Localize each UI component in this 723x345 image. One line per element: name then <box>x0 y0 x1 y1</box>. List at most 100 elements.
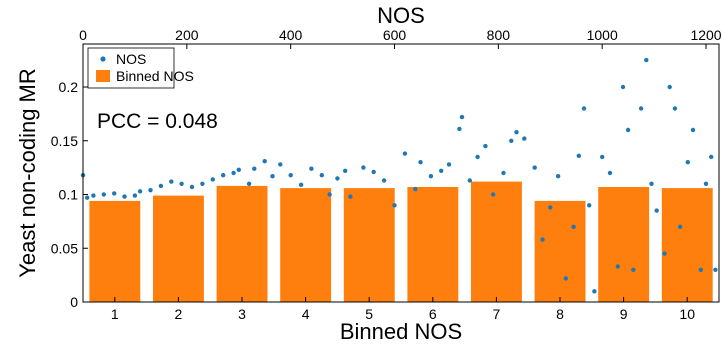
scatter-point <box>649 181 654 186</box>
scatter-point <box>709 154 714 160</box>
scatter-point <box>335 176 340 181</box>
y-tick-label: 0.2 <box>59 79 79 95</box>
bar-7 <box>471 181 522 302</box>
bottom-x-tick-label: 8 <box>556 306 564 322</box>
scatter-point <box>381 178 387 183</box>
scatter-point <box>236 167 241 172</box>
scatter-point <box>600 154 605 160</box>
scatter-point <box>459 114 465 120</box>
plot-frame <box>82 43 720 303</box>
scatter-point <box>576 153 581 158</box>
scatter-point <box>483 143 488 149</box>
scatter-point <box>667 84 672 90</box>
scatter-point <box>418 160 423 165</box>
scatter-point <box>343 168 348 173</box>
y-axis-title: Yeast non-coding MR <box>15 68 40 278</box>
scatter-point <box>607 170 613 176</box>
scatter-point <box>148 188 153 193</box>
top-x-tick-label: 400 <box>279 27 303 43</box>
scatter-point <box>457 126 462 132</box>
bottom-x-tick-label: 10 <box>679 306 695 322</box>
scatter-point <box>672 106 678 111</box>
scatter-point <box>522 136 527 141</box>
bar-10 <box>661 188 713 302</box>
scatter-point <box>548 205 553 210</box>
scatter-point <box>122 194 127 199</box>
scatter-point <box>132 193 138 198</box>
scatter-point <box>413 186 418 192</box>
scatter-point <box>555 174 561 179</box>
bar-3 <box>216 185 268 302</box>
scatter-point <box>620 84 626 90</box>
bottom-x-tick-label: 7 <box>493 306 501 322</box>
scatter-point <box>446 162 452 167</box>
scatter-point <box>288 173 293 178</box>
scatter-point <box>475 154 480 160</box>
scatter-point <box>638 106 644 111</box>
scatter-point <box>189 184 195 190</box>
bottom-x-axis-title: Binned NOS <box>340 319 462 344</box>
legend-nos-marker <box>100 56 106 62</box>
scatter-point <box>371 169 376 175</box>
bottom-x-tick-label: 9 <box>620 306 628 322</box>
scatter-point <box>491 192 496 197</box>
scatter-point <box>509 138 514 143</box>
y-tick-label: 0.1 <box>59 187 79 203</box>
scatter-point <box>439 168 444 173</box>
bottom-x-tick-label: 5 <box>365 306 373 322</box>
pcc-annotation: PCC = 0.048 <box>97 110 218 133</box>
scatter-point <box>563 276 568 281</box>
scatter-layer <box>80 57 718 294</box>
top-x-tick-label: 1000 <box>587 27 618 43</box>
scatter-point <box>644 57 649 63</box>
bar-5 <box>343 188 395 302</box>
top-x-tick-label: 600 <box>383 27 407 43</box>
top-x-axis: 0 200 400 600 800 1000 1200 <box>79 27 722 49</box>
scatter-point <box>169 179 174 184</box>
scatter-point <box>703 181 709 186</box>
scatter-point <box>309 166 314 171</box>
bottom-x-tick-label: 4 <box>302 306 310 322</box>
bar-9 <box>598 187 650 302</box>
scatter-point <box>91 193 96 198</box>
scatter-point <box>137 189 143 194</box>
y-tick-label: 0 <box>70 294 78 310</box>
scatter-point <box>532 165 537 170</box>
scatter-point <box>713 267 718 272</box>
scatter-point <box>615 264 620 269</box>
scatter-point <box>467 178 472 183</box>
scatter-point <box>631 267 636 272</box>
scatter-point <box>179 181 184 186</box>
bar-2 <box>153 195 204 302</box>
legend-binned-marker <box>96 70 110 82</box>
bar-4 <box>280 188 332 302</box>
scatter-point <box>654 208 659 213</box>
scatter-point <box>361 165 366 170</box>
scatter-point <box>625 127 631 133</box>
scatter-point <box>200 181 205 186</box>
scatter-point <box>246 181 252 186</box>
scatter-point <box>592 289 597 294</box>
bar-6 <box>407 187 459 302</box>
scatter-point <box>587 203 592 208</box>
scatter-point <box>319 173 324 178</box>
scatter-point <box>514 130 519 135</box>
scatter-point <box>501 170 506 176</box>
legend: NOS Binned NOS <box>87 47 194 89</box>
y-tick-label: 0.05 <box>51 240 78 256</box>
scatter-point <box>262 159 267 164</box>
scatter-point <box>685 160 690 165</box>
top-x-axis-title: NOS <box>377 3 425 28</box>
y-axis: 0 0.05 0.1 0.15 0.2 <box>51 79 88 310</box>
bottom-x-tick-label: 6 <box>429 306 437 322</box>
scatter-point <box>85 195 90 200</box>
scatter-point <box>112 191 117 196</box>
top-x-tick-label: 1200 <box>690 27 721 43</box>
top-x-tick-label: 0 <box>79 27 87 43</box>
scatter-point <box>677 224 683 229</box>
legend-nos-label: NOS <box>116 51 146 67</box>
bar-1 <box>89 200 141 302</box>
scatter-point <box>690 127 696 133</box>
scatter-point <box>158 183 164 189</box>
scatter-point <box>210 177 215 182</box>
